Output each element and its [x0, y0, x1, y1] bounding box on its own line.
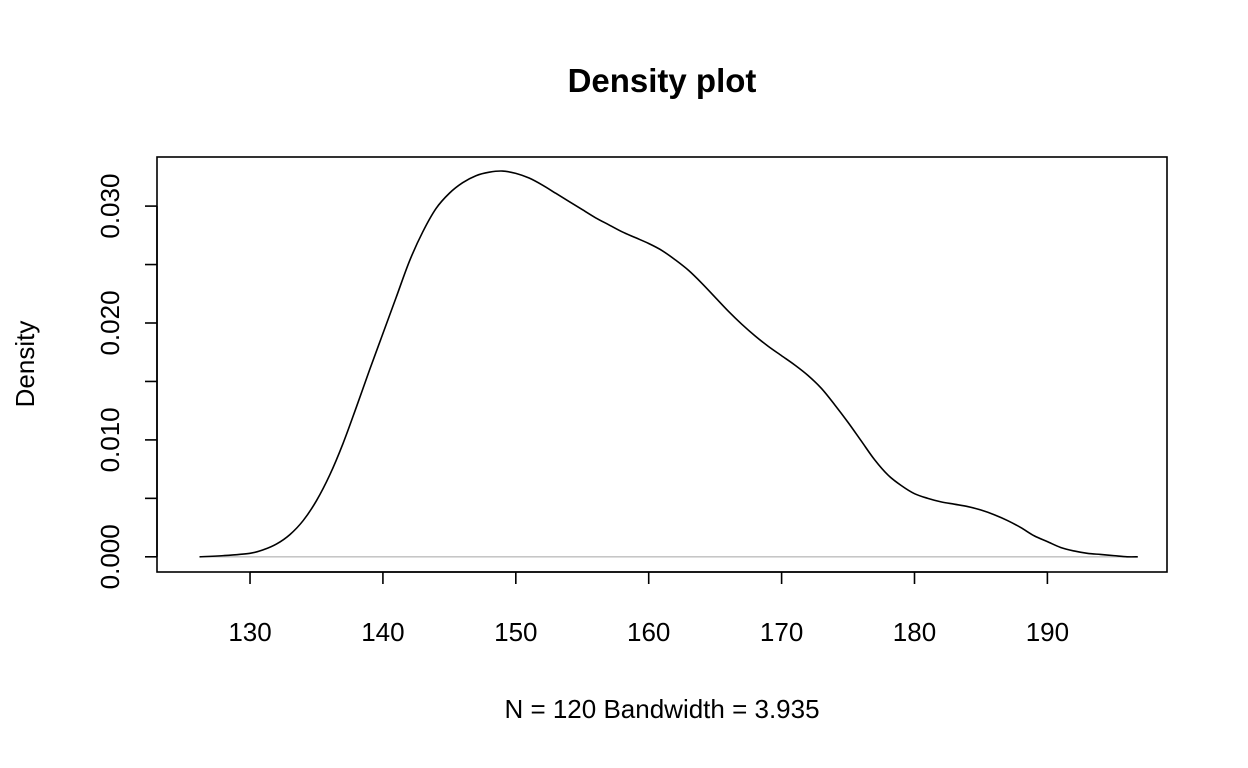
y-axis: 0.000 0.010 0.020 0.030 [95, 174, 158, 589]
x-tick-label: 170 [760, 617, 803, 647]
y-tick-label: 0.030 [95, 174, 125, 239]
y-tick-label: 0.000 [95, 524, 125, 589]
y-tick-label: 0.010 [95, 407, 125, 472]
x-tick-label: 180 [893, 617, 936, 647]
x-tick-label: 190 [1026, 617, 1069, 647]
x-tick-label: 130 [228, 617, 271, 647]
y-axis-label: Density [10, 321, 40, 408]
x-axis: 130 140 150 160 170 180 190 [228, 571, 1069, 647]
density-curve [199, 170, 1138, 558]
x-tick-label: 150 [494, 617, 537, 647]
y-tick-label: 0.020 [95, 290, 125, 355]
x-axis-label: N = 120 Bandwidth = 3.935 [504, 694, 819, 724]
x-tick-label: 160 [627, 617, 670, 647]
x-tick-label: 140 [361, 617, 404, 647]
chart-title: Density plot [568, 62, 757, 99]
